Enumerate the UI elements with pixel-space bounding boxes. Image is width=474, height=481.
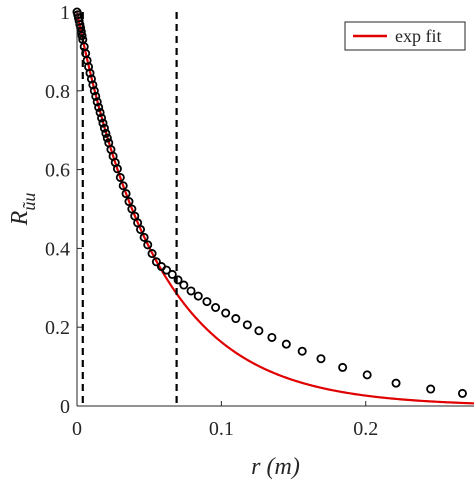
- data-point: [193, 291, 203, 301]
- data-point: [91, 91, 101, 101]
- data-point: [76, 27, 86, 37]
- data-point: [143, 240, 153, 250]
- data-point: [77, 31, 87, 41]
- y-tick-label: 0: [60, 396, 70, 418]
- data-point: [457, 388, 467, 398]
- data-point: [242, 320, 252, 330]
- plot-area: [72, 7, 474, 406]
- data-point: [124, 197, 134, 207]
- axes: 0 0.1 0.2 0 0.2 0.4 0.6 0.8 1: [45, 2, 474, 440]
- data-point: [338, 362, 348, 372]
- data-point: [121, 189, 131, 199]
- data-point: [127, 204, 137, 214]
- y-tick-label: 0.2: [45, 317, 70, 339]
- data-point: [118, 181, 128, 191]
- data-point: [94, 102, 104, 112]
- data-point: [86, 74, 96, 84]
- y-axis-label: Rũu: [7, 193, 39, 227]
- y-tick-label: 0.8: [45, 81, 70, 103]
- data-point: [186, 286, 196, 296]
- y-tick-label: 0.4: [45, 238, 70, 260]
- data-point: [211, 302, 221, 312]
- data-point: [136, 224, 146, 234]
- x-axis-label: r (m): [251, 454, 300, 480]
- x-tick-label: 0.2: [353, 418, 378, 440]
- data-point: [139, 232, 149, 242]
- data-point: [162, 265, 172, 275]
- data-point: [391, 378, 401, 388]
- x-tick-label: 0: [72, 418, 82, 440]
- data-point: [98, 118, 108, 128]
- data-point: [151, 257, 161, 267]
- legend: exp fit: [344, 21, 466, 51]
- data-point: [179, 280, 189, 290]
- legend-label-exp-fit: exp fit: [395, 26, 442, 46]
- data-point: [281, 339, 291, 349]
- data-point: [173, 275, 183, 285]
- data-point: [147, 249, 157, 259]
- data-point: [88, 80, 98, 90]
- data-point: [115, 172, 125, 182]
- x-tick-label: 0.1: [209, 418, 234, 440]
- data-point: [267, 332, 277, 342]
- data-point: [297, 346, 307, 356]
- data-point: [101, 128, 111, 138]
- data-point: [95, 107, 105, 117]
- y-tick-label: 0.6: [45, 160, 70, 182]
- data-point: [85, 68, 95, 78]
- data-point: [92, 97, 102, 107]
- data-point: [316, 354, 326, 364]
- data-point: [97, 113, 107, 123]
- data-point: [426, 384, 436, 394]
- data-point: [202, 297, 212, 307]
- data-point: [231, 314, 241, 324]
- data-point: [89, 86, 99, 96]
- data-point: [167, 269, 177, 279]
- data-point: [99, 123, 109, 133]
- series-exp-fit-line: [75, 11, 474, 405]
- data-point: [221, 308, 231, 318]
- data-point: [254, 326, 264, 336]
- data-point: [362, 370, 372, 380]
- data-point: [112, 164, 122, 174]
- data-point: [102, 133, 112, 143]
- y-tick-label: 1: [60, 2, 70, 24]
